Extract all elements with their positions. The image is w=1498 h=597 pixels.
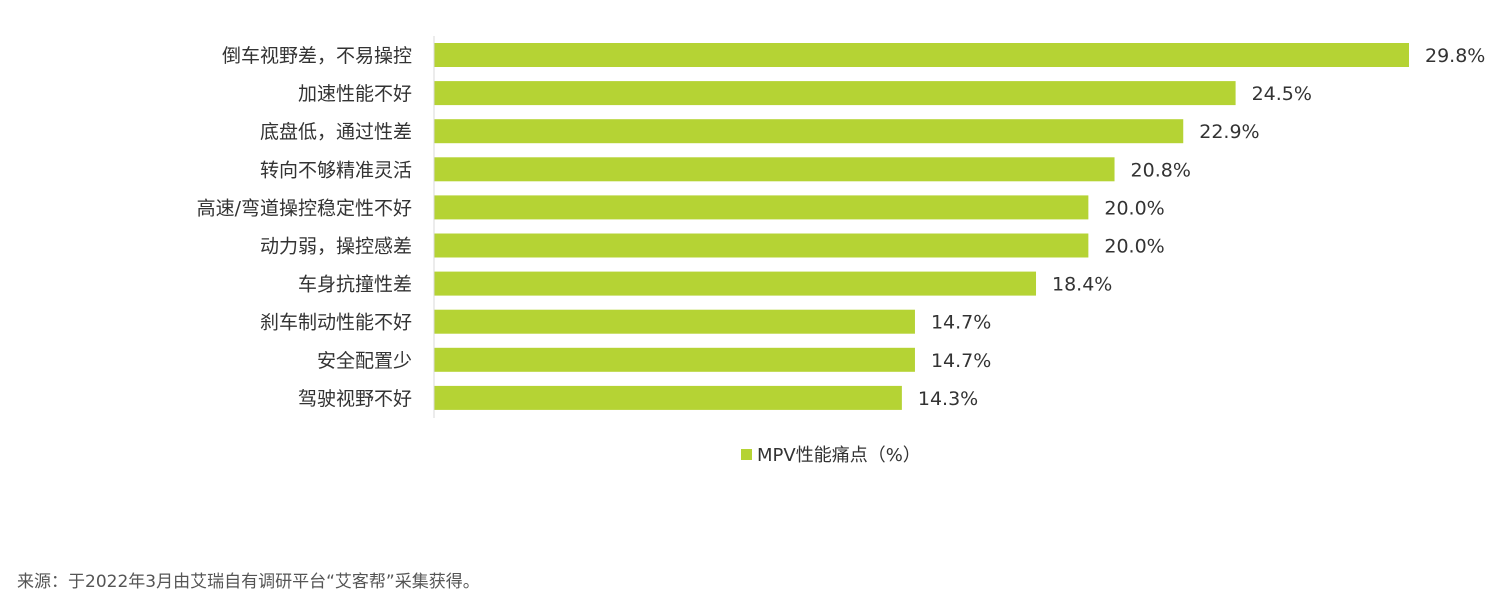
bar-0	[434, 43, 1409, 67]
bar-2	[434, 119, 1184, 144]
category-label: 转向不够精准灵活	[260, 159, 412, 181]
category-label: 车身抗撞性差	[298, 274, 412, 296]
category-label: 安全配置少	[317, 350, 412, 372]
category-label: 动力弱，操控感差	[260, 236, 412, 258]
category-label: 底盘低，通过性差	[260, 121, 412, 143]
bar-8	[434, 347, 915, 372]
data-label: 20.8%	[1131, 159, 1191, 181]
category-label: 刹车制动性能不好	[260, 312, 412, 334]
category-label: 加速性能不好	[298, 83, 412, 105]
bar-1	[434, 81, 1236, 106]
data-label: 20.0%	[1104, 197, 1164, 219]
category-label: 高速/弯道操控稳定性不好	[197, 197, 412, 219]
data-label: 14.3%	[918, 388, 978, 410]
source-note: 来源：于2022年3月由艾瑞自有调研平台“艾客帮”采集获得。	[17, 572, 480, 592]
legend: MPV性能痛点（%）	[741, 445, 921, 466]
bar-5	[434, 233, 1089, 258]
category-label: 驾驶视野不好	[298, 388, 412, 410]
bar-9	[434, 385, 902, 410]
data-label: 24.5%	[1252, 83, 1312, 105]
data-label: 18.4%	[1052, 274, 1112, 296]
data-label: 14.7%	[931, 350, 991, 372]
legend-label: MPV性能痛点（%）	[757, 445, 921, 466]
legend-swatch	[741, 449, 752, 460]
data-label: 22.9%	[1199, 121, 1259, 143]
data-label: 20.0%	[1104, 236, 1164, 258]
bars-layer: 倒车视野差，不易操控 29.8% 加速性能不好 24.5% 底盘低，通过性差 22.9% 转…	[197, 43, 1485, 410]
data-label: 29.8%	[1425, 45, 1485, 67]
bar-6	[434, 271, 1037, 296]
bar-3	[434, 157, 1115, 182]
bar-4	[434, 195, 1089, 220]
bar-7	[434, 309, 915, 334]
data-label: 14.7%	[931, 312, 991, 334]
category-label: 倒车视野差，不易操控	[222, 45, 412, 67]
